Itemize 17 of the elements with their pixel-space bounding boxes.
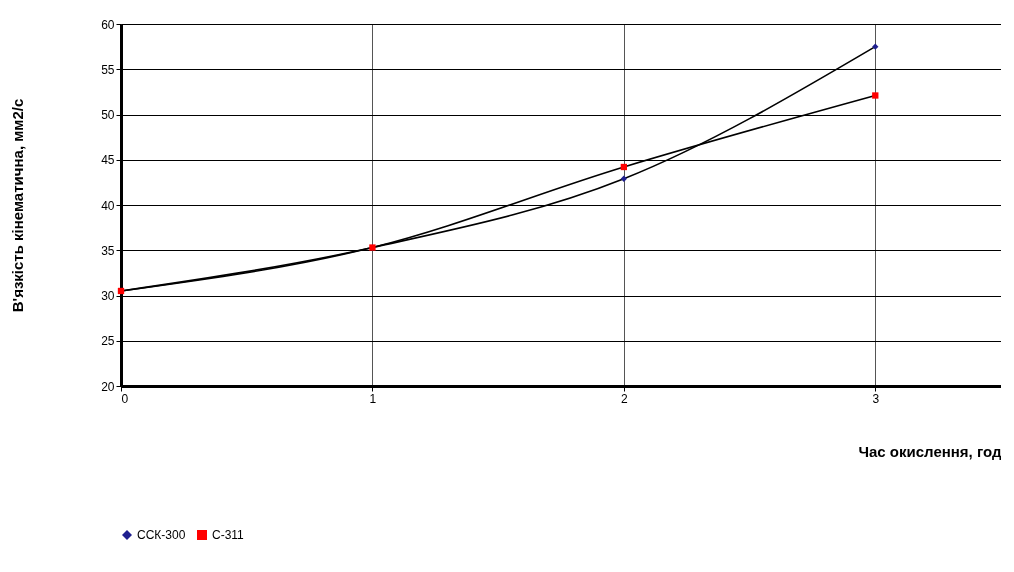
legend-label: ССК-300 (137, 528, 186, 542)
y-tick-label: 30 (101, 289, 115, 303)
y-tick-label: 45 (101, 153, 115, 168)
y-tick-label: 25 (101, 334, 115, 349)
y-tick-label: 50 (101, 108, 115, 122)
y-tick-label: 40 (101, 198, 115, 213)
x-axis-title: Час окислення, год (858, 442, 1002, 460)
x-tick-label: 1 (369, 391, 377, 406)
x-tick-label: 3 (872, 391, 880, 406)
y-axis-title: В'язкість кінематична, мм2/с (9, 98, 27, 313)
y-tick-label: 20 (101, 379, 115, 394)
y-tick-label: 55 (101, 62, 115, 77)
y-tick-label: 35 (101, 243, 115, 258)
x-tick-label: 0 (121, 391, 129, 406)
y-tick-label: 60 (101, 17, 115, 32)
legend-label: С-311 (212, 528, 245, 542)
x-tick-label: 2 (621, 391, 629, 406)
